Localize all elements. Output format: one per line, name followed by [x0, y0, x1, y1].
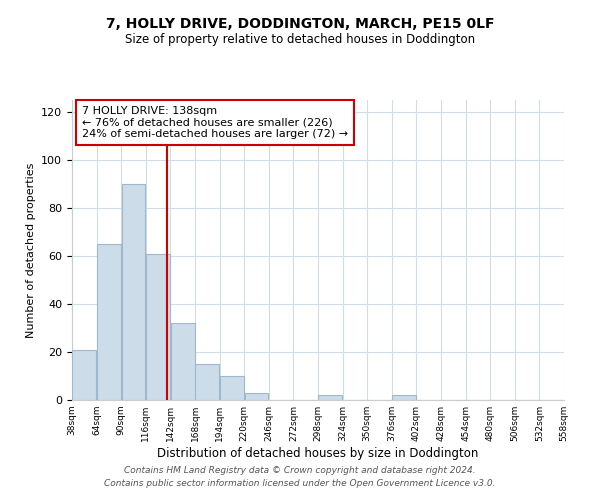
Bar: [146, 254, 170, 400]
Text: Contains HM Land Registry data © Crown copyright and database right 2024.
Contai: Contains HM Land Registry data © Crown c…: [104, 466, 496, 487]
Text: Size of property relative to detached houses in Doddington: Size of property relative to detached ho…: [125, 32, 475, 46]
Text: 7, HOLLY DRIVE, DODDINGTON, MARCH, PE15 0LF: 7, HOLLY DRIVE, DODDINGTON, MARCH, PE15 …: [106, 18, 494, 32]
Bar: [319, 395, 342, 400]
Bar: [122, 184, 145, 400]
Bar: [245, 393, 268, 400]
Text: 7 HOLLY DRIVE: 138sqm
← 76% of detached houses are smaller (226)
24% of semi-det: 7 HOLLY DRIVE: 138sqm ← 76% of detached …: [82, 106, 348, 139]
Bar: [97, 244, 121, 400]
Bar: [220, 376, 244, 400]
Bar: [73, 350, 96, 400]
Bar: [196, 364, 219, 400]
Bar: [392, 395, 416, 400]
Bar: [171, 323, 194, 400]
Y-axis label: Number of detached properties: Number of detached properties: [26, 162, 35, 338]
X-axis label: Distribution of detached houses by size in Doddington: Distribution of detached houses by size …: [157, 447, 479, 460]
